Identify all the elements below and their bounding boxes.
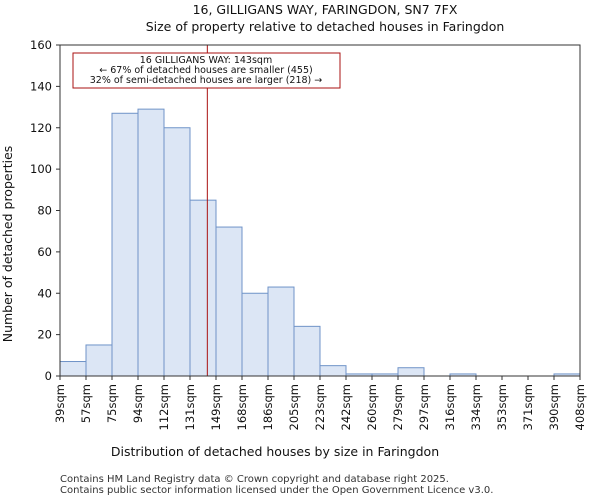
y-tick-label-0: 0 bbox=[45, 369, 52, 383]
bar-39sqm bbox=[59, 361, 87, 377]
x-tick-label-371sqm: 371sqm bbox=[521, 384, 535, 430]
y-axis-title: Number of detached properties bbox=[0, 146, 15, 343]
y-tick-label-120: 120 bbox=[30, 121, 52, 135]
x-tick-label-205sqm: 205sqm bbox=[287, 384, 301, 430]
x-tick-label-75sqm: 75sqm bbox=[105, 384, 119, 423]
bar-149sqm bbox=[215, 226, 243, 377]
x-tick-label-316sqm: 316sqm bbox=[443, 384, 457, 430]
annotation-line-3: 32% of semi-detached houses are larger (… bbox=[90, 75, 323, 86]
x-axis: 39sqm 57sqm 75sqm 94sqm 112sqm 131sqm 149sqm 16… bbox=[53, 376, 587, 430]
annotation-line-1: 16 GILLIGANS WAY: 143sqm bbox=[140, 55, 272, 66]
y-tick-label-20: 20 bbox=[37, 328, 52, 342]
bars-group bbox=[59, 108, 581, 377]
x-tick-label-57sqm: 57sqm bbox=[79, 384, 93, 423]
chart-title: 16, GILLIGANS WAY, FARINGDON, SN7 7FX bbox=[193, 2, 458, 17]
x-tick-label-242sqm: 242sqm bbox=[339, 384, 353, 430]
bar-223sqm bbox=[319, 365, 347, 377]
bar-94sqm bbox=[137, 108, 165, 377]
x-tick-label-334sqm: 334sqm bbox=[469, 384, 483, 430]
y-tick-label-160: 160 bbox=[30, 38, 52, 52]
chart-subtitle: Size of property relative to detached ho… bbox=[146, 19, 505, 34]
bar-205sqm bbox=[293, 325, 321, 377]
y-tick-label-100: 100 bbox=[30, 162, 52, 176]
footer-line-2: Contains public sector information licen… bbox=[60, 485, 493, 496]
bar-186sqm bbox=[267, 286, 295, 377]
bar-279sqm bbox=[397, 367, 425, 377]
x-tick-label-390sqm: 390sqm bbox=[547, 384, 561, 430]
x-tick-label-94sqm: 94sqm bbox=[131, 384, 145, 423]
bar-75sqm bbox=[111, 112, 139, 377]
x-tick-label-131sqm: 131sqm bbox=[183, 384, 197, 430]
y-tick-label-80: 80 bbox=[37, 204, 52, 218]
annotation-frame bbox=[72, 52, 341, 89]
x-tick-label-408sqm: 408sqm bbox=[573, 384, 587, 430]
x-tick-label-149sqm: 149sqm bbox=[209, 384, 223, 430]
annotation-line-2: ← 67% of detached houses are smaller (45… bbox=[99, 65, 312, 76]
bar-168sqm bbox=[241, 292, 269, 377]
x-tick-label-112sqm: 112sqm bbox=[157, 384, 171, 430]
x-tick-label-297sqm: 297sqm bbox=[417, 384, 431, 430]
x-tick-label-260sqm: 260sqm bbox=[365, 384, 379, 430]
x-tick-label-186sqm: 186sqm bbox=[261, 384, 275, 430]
x-tick-label-39sqm: 39sqm bbox=[53, 384, 67, 423]
y-tick-label-140: 140 bbox=[30, 79, 52, 93]
x-tick-label-353sqm: 353sqm bbox=[495, 384, 509, 430]
x-tick-label-223sqm: 223sqm bbox=[313, 384, 327, 430]
bar-112sqm bbox=[163, 127, 191, 377]
plot-frame bbox=[59, 44, 581, 377]
x-tick-label-168sqm: 168sqm bbox=[235, 384, 249, 430]
x-tick-label-279sqm: 279sqm bbox=[391, 384, 405, 430]
x-axis-title: Distribution of detached houses by size … bbox=[111, 444, 439, 459]
bar-57sqm bbox=[85, 344, 113, 377]
bar-131sqm bbox=[189, 199, 217, 377]
footer-line-1: Contains HM Land Registry data © Crown c… bbox=[60, 474, 449, 485]
annotation-box: 16 GILLIGANS WAY: 143sqm ← 67% of detach… bbox=[72, 52, 341, 89]
y-tick-label-40: 40 bbox=[37, 286, 52, 300]
y-axis: 0 20 40 60 80 100 120 140 160 bbox=[30, 38, 60, 383]
y-tick-label-60: 60 bbox=[37, 245, 52, 259]
